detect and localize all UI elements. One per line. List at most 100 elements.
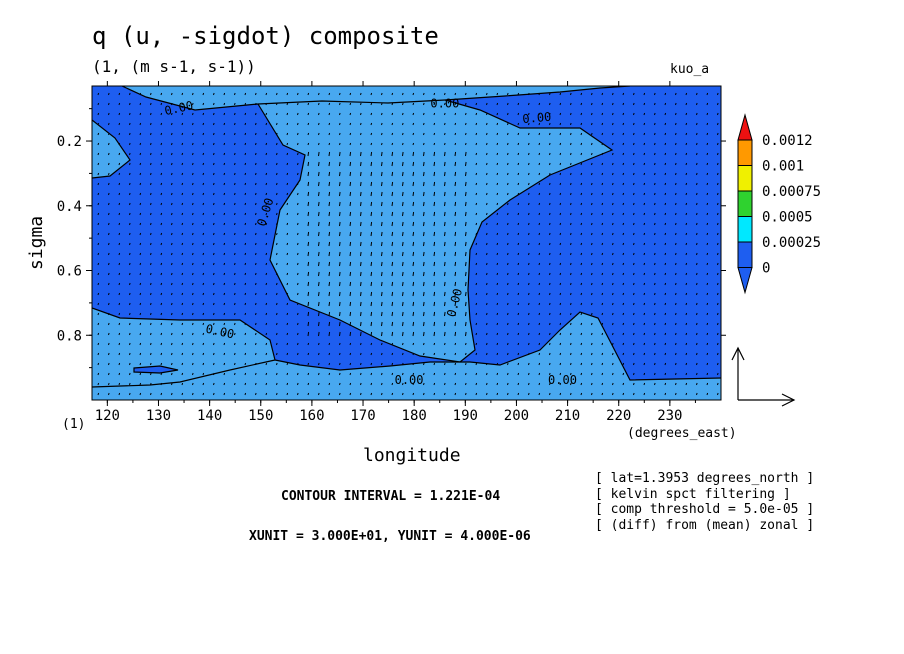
vector-arrow	[685, 232, 688, 236]
vector-arrow	[528, 382, 530, 386]
vector-arrow	[391, 372, 394, 376]
vector-arrow	[706, 342, 709, 346]
vector-arrow	[370, 112, 373, 116]
vector-arrow	[549, 162, 551, 166]
vector-arrow	[612, 392, 614, 396]
vector-arrow	[349, 161, 352, 167]
vector-arrow	[307, 311, 310, 317]
vector-arrow	[192, 242, 194, 246]
vector-arrow	[706, 222, 709, 226]
vector-arrow	[444, 271, 446, 277]
vector-arrow	[612, 382, 614, 386]
vector-arrow	[717, 252, 719, 256]
vector-arrow	[402, 382, 404, 386]
vector-arrow	[307, 301, 310, 307]
vector-arrow	[633, 142, 635, 146]
vector-arrow	[97, 132, 100, 136]
vector-arrow	[118, 122, 121, 126]
vector-arrow	[717, 242, 719, 246]
vector-arrow	[570, 322, 572, 326]
vector-arrow	[706, 152, 709, 156]
vector-arrow	[612, 172, 614, 176]
vector-arrow	[381, 362, 383, 366]
vector-arrow	[465, 392, 467, 396]
vector-arrow	[276, 362, 278, 366]
vector-arrow	[696, 142, 698, 146]
vector-arrow	[601, 202, 604, 206]
y-axis-units: (1)	[62, 417, 86, 432]
y-tick-label: 0.6	[57, 264, 82, 280]
vector-arrow	[696, 332, 698, 336]
vector-arrow	[675, 322, 677, 326]
vector-arrow	[160, 212, 163, 216]
vector-arrow	[433, 221, 436, 227]
vector-arrow	[129, 332, 131, 336]
vector-arrow	[276, 212, 278, 216]
vector-arrow	[654, 132, 656, 136]
vector-arrow	[654, 122, 656, 126]
vector-arrow	[160, 242, 163, 246]
legend-swatch	[737, 190, 753, 217]
vector-arrow	[349, 191, 352, 197]
vector-arrow	[507, 292, 509, 296]
vector-arrow	[496, 212, 499, 216]
vector-arrow	[171, 232, 173, 236]
contour-line	[257, 99, 614, 363]
vector-arrow	[276, 192, 278, 196]
vector-arrow	[391, 92, 394, 96]
vector-arrow	[297, 192, 299, 196]
vector-arrow	[265, 312, 268, 316]
vector-arrow	[192, 202, 194, 206]
vector-arrow	[538, 192, 541, 196]
vector-arrow	[465, 281, 467, 287]
vector-arrow	[370, 181, 373, 187]
vector-arrow	[444, 132, 446, 136]
vector-arrow	[507, 392, 509, 396]
vector-arrow	[339, 161, 341, 167]
x-tick-label: 130	[146, 408, 171, 424]
vector-arrow	[685, 212, 688, 216]
vector-arrow	[675, 252, 677, 256]
vector-arrow	[265, 182, 268, 186]
vector-arrow	[538, 242, 541, 246]
vector-arrow	[601, 232, 604, 236]
vector-arrow	[675, 332, 677, 336]
vector-arrow	[223, 122, 226, 126]
vector-arrow	[265, 202, 268, 206]
vector-arrow	[349, 102, 352, 106]
vector-arrow	[465, 321, 467, 327]
vector-arrow	[444, 251, 446, 257]
vector-arrow	[423, 221, 425, 227]
vector-arrow	[181, 302, 184, 306]
vector-arrow	[601, 122, 604, 126]
vector-arrow	[412, 311, 415, 317]
vector-arrow	[601, 102, 604, 106]
vector-arrow	[150, 342, 152, 346]
vector-arrow	[129, 362, 131, 366]
vector-arrow	[696, 162, 698, 166]
vector-arrow	[580, 302, 583, 306]
vector-arrow	[612, 362, 614, 366]
vector-arrow	[160, 142, 163, 146]
vector-arrow	[622, 132, 625, 136]
vector-arrow	[339, 102, 341, 106]
vector-arrow	[528, 282, 530, 286]
vector-arrow	[685, 132, 688, 136]
vector-arrow	[318, 92, 320, 96]
vector-arrow	[675, 142, 677, 146]
vector-arrow	[517, 342, 520, 346]
vector-arrow	[223, 342, 226, 346]
vector-arrow	[118, 102, 121, 106]
vector-arrow	[433, 271, 436, 277]
vector-arrow	[213, 162, 215, 166]
vector-arrow	[580, 262, 583, 266]
vector-arrow	[486, 342, 488, 346]
vector-arrow	[297, 232, 299, 236]
vector-arrow	[234, 372, 236, 376]
vector-arrow	[349, 382, 352, 386]
vector-arrow	[244, 302, 247, 306]
vector-arrow	[181, 162, 184, 166]
contour-label: 0.00	[395, 373, 424, 387]
vector-arrow	[307, 231, 310, 237]
vector-arrow	[276, 182, 278, 186]
